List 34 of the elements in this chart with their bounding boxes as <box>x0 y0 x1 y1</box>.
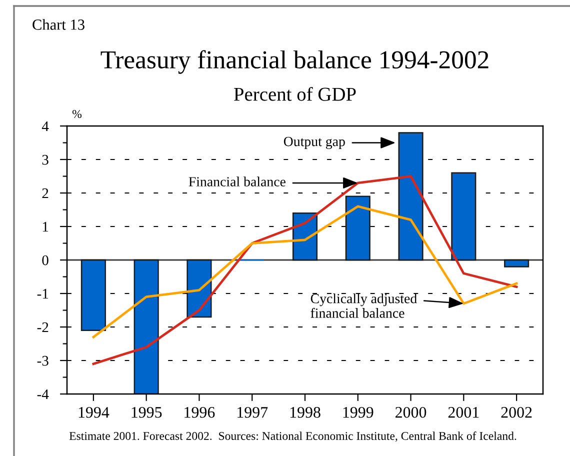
bar <box>80 259 106 331</box>
chart-subtitle: Percent of GDP <box>234 86 356 101</box>
y-tick-label: -1 <box>37 288 48 299</box>
bar <box>398 132 424 261</box>
line-series <box>92 175 518 366</box>
y-tick-label: -3 <box>37 356 48 366</box>
x-tick-label: 1996 <box>184 407 215 418</box>
x-tick-label: 1995 <box>132 407 162 418</box>
x-tick-label: 1994 <box>78 407 110 418</box>
annotation: Output gap <box>284 136 345 150</box>
text: Estimate 2001. Forecast 2002. Sources: National Economic Institute, Central Bank of Iceland. <box>69 432 516 442</box>
line-series <box>92 205 518 338</box>
x-tick-label: 1998 <box>290 406 320 418</box>
y-tick-label: -4 <box>37 389 49 400</box>
y-tick-label: 3 <box>42 154 48 165</box>
y-axis-title: % <box>72 110 82 118</box>
bar <box>451 172 476 261</box>
bar <box>345 196 370 261</box>
x-tick-label: 1999 <box>343 407 374 418</box>
y-tick-label: -2 <box>37 322 48 332</box>
annotation: Cyclically adjusted financial balance <box>310 294 417 318</box>
chart-title: Treasury financial balance 1994-2002 <box>100 50 488 74</box>
y-tick-label: 1 <box>42 222 48 232</box>
x-tick-label: 2002 <box>501 406 532 418</box>
y-tick-label: 2 <box>42 188 48 198</box>
bar <box>504 259 530 268</box>
x-tick-label: 2000 <box>396 406 426 418</box>
caption: Chart 13 <box>32 19 84 30</box>
annotation: Financial balance <box>188 176 286 186</box>
x-tick-label: 1997 <box>238 407 268 418</box>
y-tick-label: 4 <box>42 121 49 132</box>
y-tick-label: 0 <box>42 255 48 266</box>
bar <box>134 259 159 394</box>
x-tick-label: 2001 <box>448 406 479 418</box>
